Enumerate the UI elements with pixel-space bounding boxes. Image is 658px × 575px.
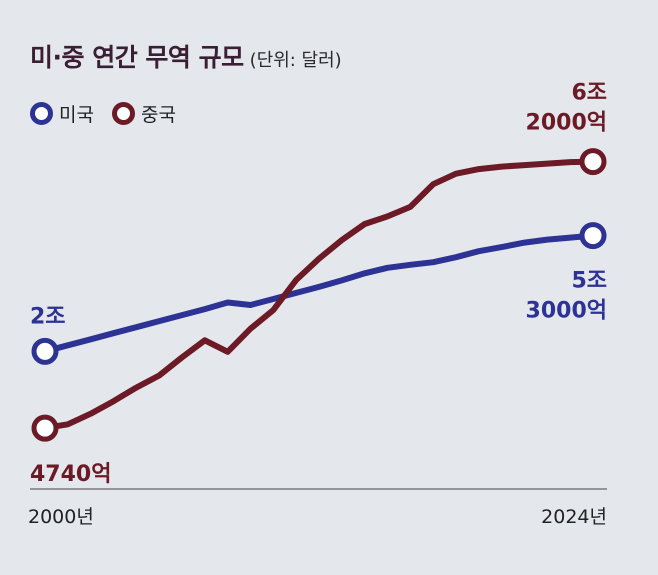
data-point-china-end xyxy=(579,148,607,176)
x-tick-label-end: 2024년 xyxy=(541,506,607,528)
data-label-china-end-line1: 6조 xyxy=(571,81,607,106)
data-point-us-start xyxy=(31,337,59,365)
legend-item-us: 미국 xyxy=(30,100,94,127)
data-point-us-end xyxy=(579,222,607,250)
data-label-china-end-line2: 2000억 xyxy=(526,111,607,136)
series-line-us xyxy=(42,232,596,355)
series-line-china xyxy=(42,158,596,432)
legend-label-china: 중국 xyxy=(140,104,176,126)
data-label-us-start: 2조 xyxy=(30,304,66,329)
legend-marker-us xyxy=(30,102,53,125)
data-label-china-start: 4740억 xyxy=(30,462,111,487)
data-point-china-start xyxy=(31,414,59,442)
data-label-us-end-line2: 3000억 xyxy=(526,299,607,324)
legend-label-us: 미국 xyxy=(59,104,94,126)
data-label-us-end-line1: 5조 xyxy=(571,269,607,294)
chart-legend: 미국 중국 xyxy=(30,100,194,127)
chart-title-row: 미·중 연간 무역 규모 (단위: 달러) xyxy=(30,38,342,74)
chart-title: 미·중 연간 무역 규모 xyxy=(30,43,244,72)
legend-marker-china xyxy=(111,102,135,125)
chart-unit-note: (단위: 달러) xyxy=(249,50,342,71)
x-tick-label-start: 2000년 xyxy=(28,506,94,528)
legend-item-china: 중국 xyxy=(111,100,176,127)
